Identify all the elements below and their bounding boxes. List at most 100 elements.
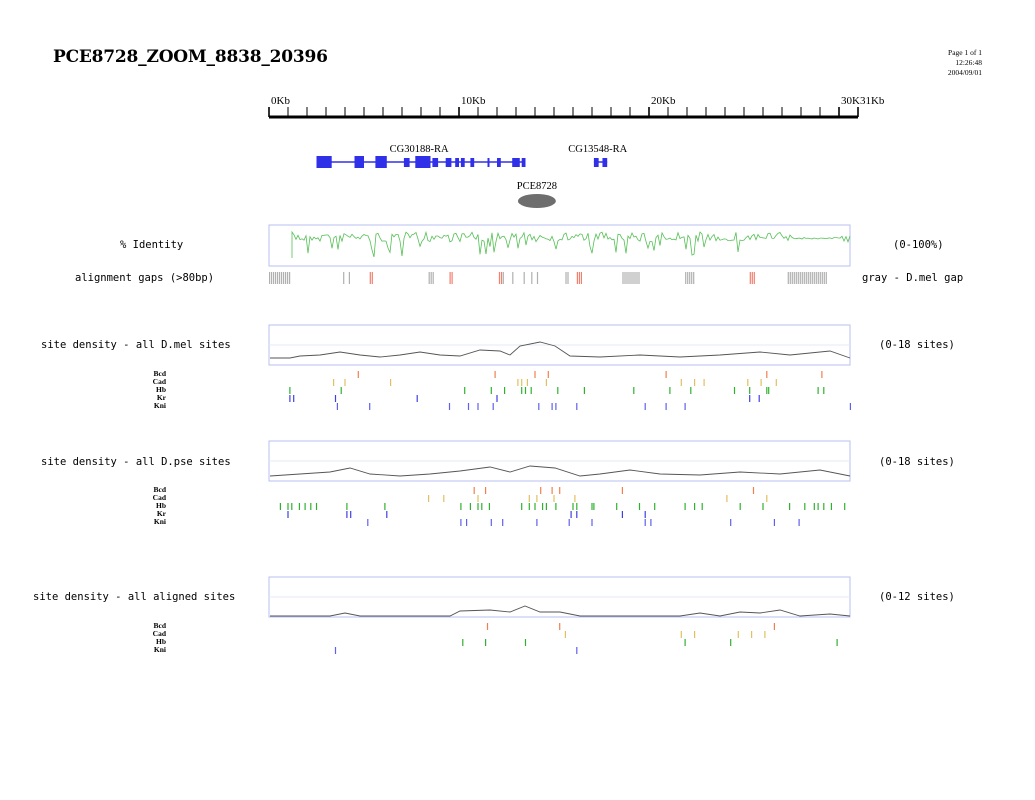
gap-red-stripe bbox=[749, 272, 751, 284]
track-range-aligned: (0-12 sites) bbox=[879, 591, 955, 603]
gap-gray-stripe bbox=[273, 272, 275, 284]
gap-red-stripe bbox=[751, 272, 753, 284]
tf-site-row bbox=[462, 639, 838, 646]
gap-red bbox=[369, 272, 373, 284]
track-label-dmel: site density - all D.mel sites bbox=[41, 339, 231, 351]
gap-gray-stripe bbox=[287, 272, 289, 284]
tf-name-kni: Kni bbox=[153, 645, 166, 654]
gene-exon bbox=[487, 158, 490, 167]
gaps-note: gray - D.mel gap bbox=[862, 272, 964, 284]
gap-gray-stripe bbox=[512, 272, 514, 284]
gap-gray bbox=[343, 272, 345, 284]
gap-gray-stripe bbox=[283, 272, 285, 284]
gene-exon bbox=[316, 156, 332, 168]
gap-gray-stripe bbox=[819, 272, 821, 284]
density-curve bbox=[270, 605, 851, 617]
gap-gray-stripe bbox=[638, 272, 640, 284]
gap-gray-stripe bbox=[630, 272, 632, 284]
gene-exon bbox=[432, 158, 439, 167]
tf-site-row bbox=[287, 511, 646, 518]
gap-gray-stripe bbox=[823, 272, 825, 284]
gap-gray-stripe bbox=[281, 272, 283, 284]
element-marker bbox=[517, 194, 556, 208]
gap-gray-stripe bbox=[685, 272, 687, 284]
gap-red-stripe bbox=[371, 272, 373, 284]
gap-gray-stripe bbox=[693, 272, 695, 284]
track-range-dmel: (0-18 sites) bbox=[879, 339, 955, 351]
gap-gray-stripe bbox=[799, 272, 801, 284]
gap-red bbox=[576, 272, 582, 284]
gap-gray-stripe bbox=[636, 272, 638, 284]
gene-exon bbox=[445, 158, 452, 167]
tf-name-hb: Hb bbox=[155, 385, 166, 394]
gap-gray bbox=[622, 272, 640, 284]
gap-gray-stripe bbox=[565, 272, 567, 284]
gaps-label: alignment gaps (>80bp) bbox=[75, 272, 215, 284]
gap-gray bbox=[348, 272, 350, 284]
tf-name-bcd: Bcd bbox=[153, 485, 166, 494]
gap-gray-stripe bbox=[795, 272, 797, 284]
gap-gray-stripe bbox=[789, 272, 791, 284]
gene-exon bbox=[403, 158, 410, 167]
gene-exon bbox=[512, 158, 520, 167]
tf-name-kni: Kni bbox=[153, 401, 166, 410]
tf-site-row bbox=[486, 623, 776, 630]
density-curve bbox=[269, 465, 851, 477]
page-info: Page 1 of 1 12:26:48 2004/09/01 bbox=[910, 48, 982, 78]
track-label-dpse: site density - all D.pse sites bbox=[41, 456, 231, 468]
tf-site-row bbox=[333, 379, 777, 386]
gene-exon bbox=[455, 158, 459, 167]
gap-gray-stripe bbox=[811, 272, 813, 284]
identity-label: % Identity bbox=[120, 239, 184, 251]
gene-exon bbox=[354, 156, 364, 168]
gene-exon bbox=[497, 158, 501, 167]
gap-gray bbox=[787, 272, 827, 284]
gene-exon bbox=[375, 156, 387, 168]
gap-gray-stripe bbox=[791, 272, 793, 284]
gene-label: CG13548-RA bbox=[568, 144, 627, 155]
gap-gray-stripe bbox=[536, 272, 539, 284]
tf-site-row bbox=[473, 487, 755, 494]
gap-red-stripe bbox=[576, 272, 578, 284]
gap-gray-stripe bbox=[634, 272, 636, 284]
gap-gray-stripe bbox=[271, 272, 273, 284]
gap-red bbox=[749, 272, 755, 284]
gap-gray-stripe bbox=[348, 272, 350, 284]
tf-site-row bbox=[564, 631, 766, 638]
gap-gray-stripe bbox=[567, 272, 569, 284]
tf-name-cad: Cad bbox=[152, 377, 166, 386]
gene-exon bbox=[593, 158, 599, 167]
tf-name-bcd: Bcd bbox=[153, 621, 166, 630]
ruler-tick-label: 0Kb bbox=[271, 95, 290, 107]
track-label-aligned: site density - all aligned sites bbox=[33, 591, 236, 603]
gap-red bbox=[449, 272, 453, 284]
gap-gray-stripe bbox=[523, 272, 525, 284]
gap-red-stripe bbox=[753, 272, 755, 284]
ruler-tick-label: 30K31Kb bbox=[841, 95, 885, 107]
gap-red-stripe bbox=[500, 272, 503, 284]
print-date: 2004/09/01 bbox=[947, 68, 982, 77]
tf-site-row bbox=[334, 647, 578, 654]
gap-gray-stripe bbox=[813, 272, 815, 284]
gap-red-stripe bbox=[369, 272, 371, 284]
element-label: PCE8728 bbox=[517, 181, 557, 192]
gap-gray-stripe bbox=[269, 272, 271, 284]
gap-gray-stripe bbox=[279, 272, 281, 284]
print-time: 12:26:48 bbox=[955, 58, 982, 67]
gap-red-stripe bbox=[578, 272, 580, 284]
gap-gray-stripe bbox=[793, 272, 795, 284]
gap-gray-stripe bbox=[430, 272, 432, 284]
gap-gray-stripe bbox=[624, 272, 626, 284]
identity-curve bbox=[291, 230, 851, 258]
gap-gray-stripe bbox=[343, 272, 345, 284]
gap-gray bbox=[685, 272, 695, 284]
tf-name-kni: Kni bbox=[153, 517, 166, 526]
ruler-tick-label: 10Kb bbox=[461, 95, 486, 107]
gap-gray-stripe bbox=[809, 272, 811, 284]
tf-site-row bbox=[289, 395, 760, 402]
gap-gray bbox=[531, 272, 533, 284]
gap-gray-stripe bbox=[432, 272, 434, 284]
gap-gray bbox=[565, 272, 569, 284]
gap-gray-stripe bbox=[275, 272, 277, 284]
